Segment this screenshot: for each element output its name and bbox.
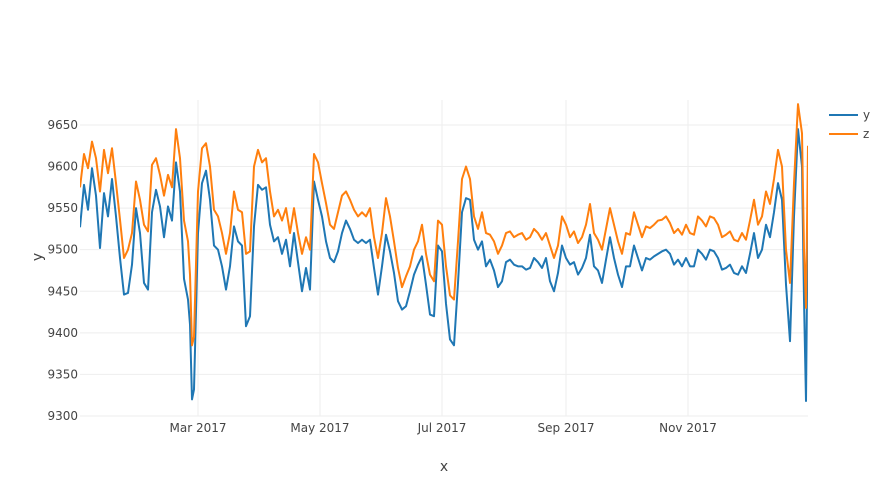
x-tick-label: May 2017 bbox=[290, 421, 349, 435]
y-tick-label: 9400 bbox=[47, 326, 78, 340]
x-tick-label: Sep 2017 bbox=[538, 421, 595, 435]
x-tick-label: Mar 2017 bbox=[170, 421, 227, 435]
legend-label: z bbox=[863, 127, 869, 141]
y-tick-label: 9650 bbox=[47, 118, 78, 132]
series-line-z bbox=[80, 103, 808, 347]
legend-item-z[interactable]: z bbox=[829, 127, 869, 141]
series-layer bbox=[80, 103, 808, 403]
y-tick-label: 9550 bbox=[47, 201, 78, 215]
y-tick-label: 9300 bbox=[47, 409, 78, 423]
x-axis-ticks: Mar 2017 May 2017 Jul 2017 Sep 2017 Nov 2017 bbox=[170, 421, 717, 435]
x-tick-label: Nov 2017 bbox=[659, 421, 717, 435]
legend[interactable]: yz bbox=[829, 108, 870, 141]
y-tick-label: 9350 bbox=[47, 367, 78, 381]
y-tick-label: 9450 bbox=[47, 284, 78, 298]
y-tick-label: 9600 bbox=[47, 160, 78, 174]
legend-item-y[interactable]: y bbox=[829, 108, 870, 122]
y-axis-title: y bbox=[30, 253, 46, 261]
legend-label: y bbox=[863, 108, 870, 122]
y-tick-label: 9500 bbox=[47, 243, 78, 257]
x-tick-label: Jul 2017 bbox=[417, 421, 467, 435]
series-line-y bbox=[80, 128, 808, 403]
y-axis-ticks: 9300 9350 9400 9450 9500 9550 9600 9650 bbox=[47, 118, 78, 423]
x-axis-title: x bbox=[440, 459, 448, 475]
